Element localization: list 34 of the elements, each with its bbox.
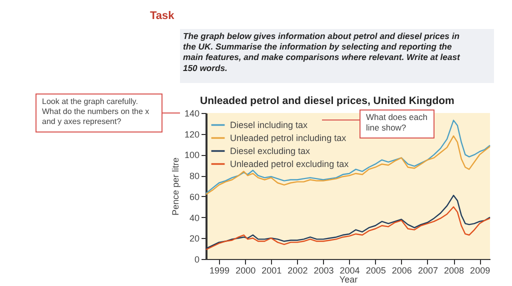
text: Look at the graph carefully. What do the numbers on the x and y axes represent? <box>42 97 150 126</box>
line-series <box>205 120 491 194</box>
x-tick-label: 2006 <box>392 266 412 276</box>
line-series <box>205 206 491 250</box>
x-tick-label: 2004 <box>340 266 360 276</box>
line-series <box>205 194 491 250</box>
legend-label: Diesel including tax <box>230 120 308 130</box>
x-tick-label: 2008 <box>444 266 464 276</box>
y-tick-label: 140 <box>184 108 200 118</box>
x-tick-label: 2007 <box>418 266 438 276</box>
x-axis-title: Year <box>339 274 358 284</box>
y-tick-label: 80 <box>189 171 200 182</box>
chart-title: Unleaded petrol and diesel prices, United Kingdom <box>200 95 454 107</box>
y-tick-label: 0 <box>194 254 200 264</box>
x-tick-label: 2001 <box>262 266 282 276</box>
annotation: What does each line show? <box>366 112 428 132</box>
y-tick-label: 100 <box>184 150 200 160</box>
legend-label: Unleaded petrol including tax <box>230 133 347 143</box>
y-tick-label: 120 <box>184 129 200 140</box>
x-tick-label: 2005 <box>366 266 386 276</box>
legend-label: Unleaded petrol excluding tax <box>230 159 350 169</box>
text: Task <box>150 10 176 22</box>
x-tick-label: 2000 <box>236 266 256 276</box>
x-tick-label: 2003 <box>314 266 334 276</box>
y-tick-label: 20 <box>189 234 200 244</box>
x-tick-label: 2009 <box>470 266 490 276</box>
line-series <box>205 135 491 195</box>
x-tick-label: 2002 <box>288 266 308 276</box>
y-tick-label: 40 <box>189 212 200 223</box>
text: The graph below gives information about petrol and diesel prices in the UK. Summarise the information by selecting and reporting the main features, and make comparisons where relevant. Write at least 150 words. <box>183 31 461 73</box>
x-tick-label: 1999 <box>210 266 230 276</box>
legend-label: Diesel excluding tax <box>230 146 311 156</box>
y-tick-label: 60 <box>189 192 200 202</box>
y-axis-title: Pence per litre <box>170 157 180 216</box>
